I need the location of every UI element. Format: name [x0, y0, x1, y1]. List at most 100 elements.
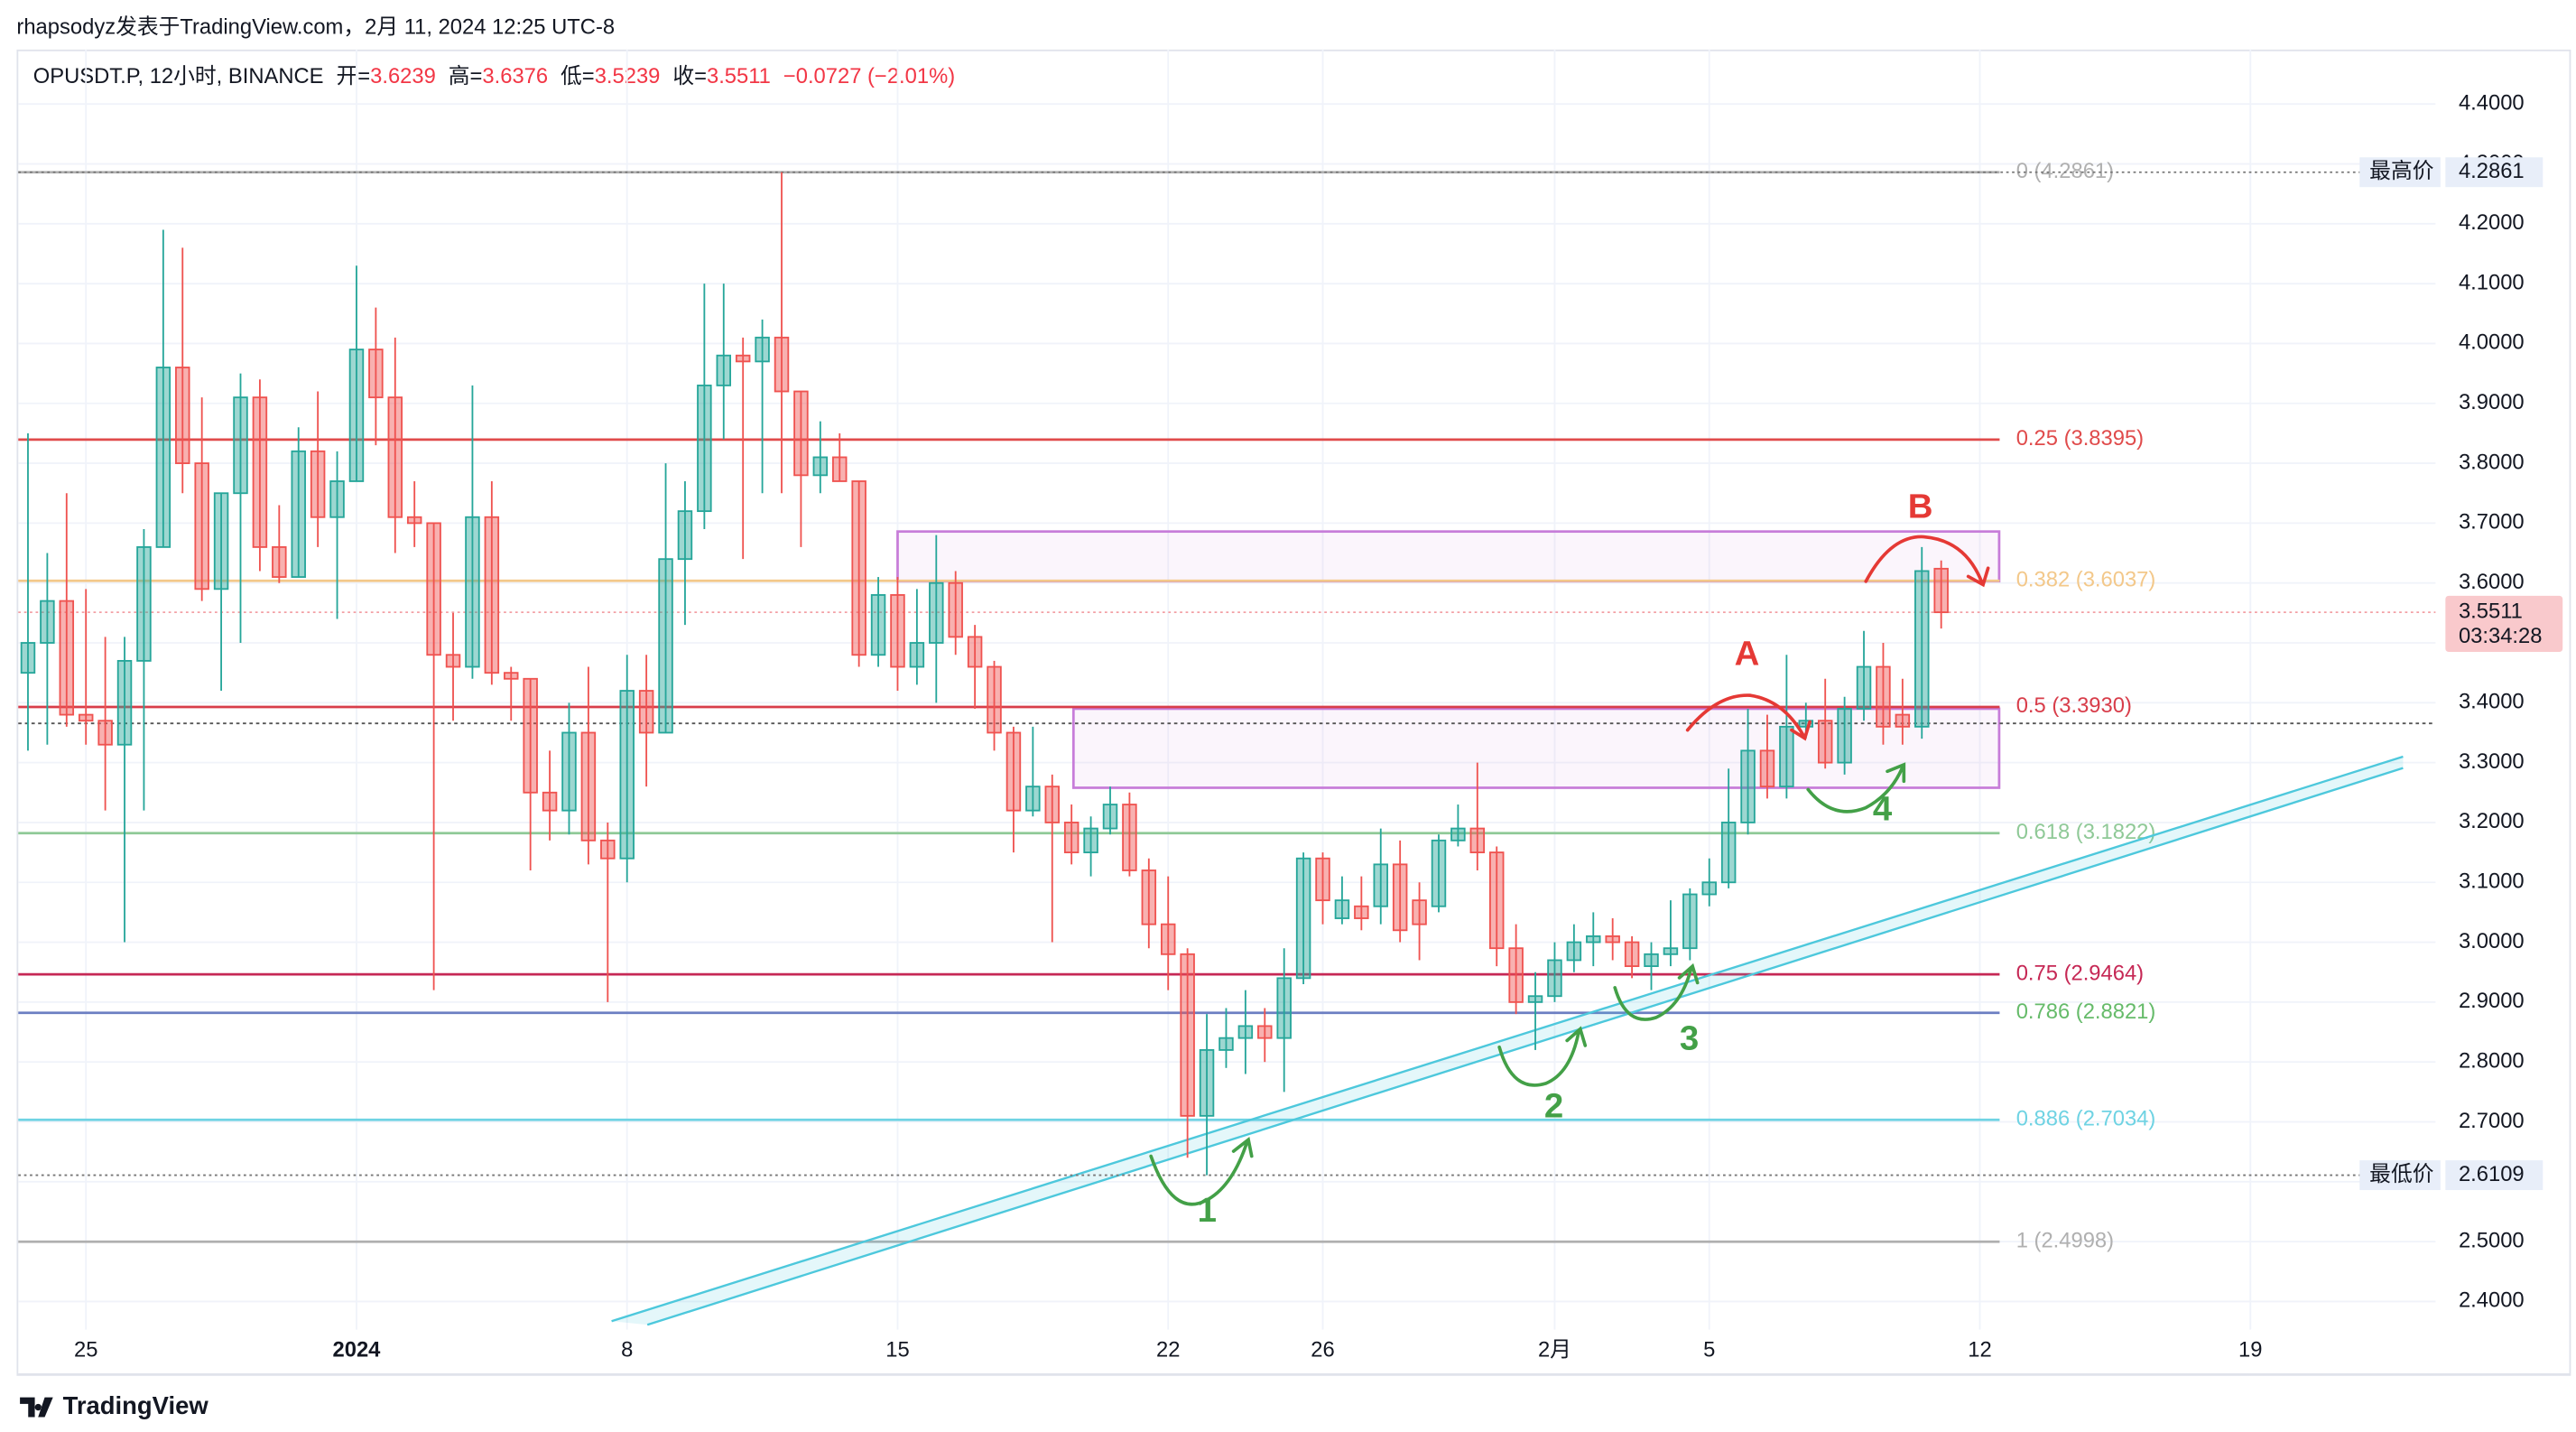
- annotation: B: [1908, 488, 1933, 526]
- candle-body: [1373, 863, 1388, 907]
- price-badge-value: 2.6109: [2459, 1162, 2525, 1186]
- candle-body: [1354, 905, 1369, 919]
- candle-body: [1180, 953, 1195, 1117]
- x-tick-label: 26: [1311, 1338, 1334, 1362]
- candle-body: [1586, 935, 1601, 944]
- candle-body: [812, 456, 829, 477]
- candle-body: [851, 480, 866, 656]
- candle-body: [600, 839, 616, 860]
- price-badge-value: 4.2861: [2459, 159, 2525, 183]
- y-tick-label: 2.7000: [2459, 1109, 2525, 1133]
- candle-body: [1933, 567, 1949, 614]
- candle-body: [1295, 857, 1311, 980]
- candle-body: [1663, 947, 1679, 955]
- candle-body: [1682, 893, 1698, 950]
- trend-line: [646, 767, 2404, 1326]
- candle-body: [542, 791, 558, 812]
- trend-line: [611, 755, 2404, 1323]
- candle-body: [97, 720, 113, 746]
- candle-body: [1392, 863, 1408, 932]
- candle-body: [1141, 869, 1157, 925]
- candle-body: [1276, 977, 1292, 1039]
- candle-body: [1083, 827, 1098, 854]
- drawings: [1149, 535, 1990, 1206]
- candle-body: [406, 516, 422, 525]
- candle-body: [252, 396, 268, 548]
- zone: [1071, 707, 2001, 789]
- fib-label: 0 (4.2861): [2016, 159, 2114, 183]
- x-tick-label: 2024: [333, 1338, 382, 1362]
- candle-body: [445, 654, 461, 668]
- ohlc-value: 3.6376: [482, 64, 548, 88]
- x-tick-label: 12: [1968, 1338, 1991, 1362]
- y-tick-label: 4.4000: [2459, 91, 2525, 116]
- candle-body: [716, 354, 732, 386]
- candle-body: [1895, 713, 1911, 728]
- ohlc-label: 开=: [336, 64, 370, 88]
- candle-body: [1624, 941, 1640, 967]
- x-tick-label: 19: [2238, 1338, 2262, 1362]
- y-tick-label: 3.8000: [2459, 450, 2525, 474]
- candle-body: [194, 462, 209, 590]
- annotation: 4: [1873, 789, 1893, 828]
- price-badge-bg: [2445, 1160, 2544, 1191]
- candle-body: [1759, 749, 1775, 788]
- candle-body: [1469, 827, 1486, 854]
- price-badge-bg: [2359, 157, 2441, 188]
- candle-body: [1720, 822, 1737, 884]
- x-tick-label: 2月: [1538, 1338, 1571, 1362]
- fib-label: 0.786 (2.8821): [2016, 1000, 2156, 1024]
- candle-body: [136, 545, 152, 662]
- candle-body: [310, 450, 326, 518]
- candle-body: [948, 581, 963, 638]
- fib-label: 0.618 (3.1822): [2016, 820, 2156, 844]
- candle-body: [1740, 749, 1756, 823]
- current-price-bg: [2445, 595, 2563, 653]
- candle-body: [1488, 851, 1505, 950]
- candle-body: [1527, 995, 1543, 1003]
- arrow-curve: [1685, 693, 1812, 741]
- annotation: 1: [1198, 1191, 1217, 1230]
- annotation: A: [1735, 634, 1760, 673]
- candle-body: [116, 659, 133, 746]
- fib-label: 0.886 (2.7034): [2016, 1107, 2156, 1131]
- legend-line: OPUSDT.P, 12小时, BINANCE 开=3.6239 高=3.637…: [33, 64, 955, 88]
- candle-body: [793, 390, 809, 477]
- candle-body: [1315, 857, 1330, 902]
- ohlc-label: 高=: [449, 64, 483, 88]
- zone: [896, 530, 2001, 583]
- candle-body: [78, 713, 94, 722]
- candle-body: [484, 516, 500, 674]
- ohlc-value: 3.5511: [707, 64, 771, 88]
- x-tick-label: 25: [74, 1338, 97, 1362]
- candle-body: [1025, 786, 1041, 812]
- annotation: 3: [1680, 1019, 1699, 1058]
- price-badge-label: 最低价: [2369, 1162, 2434, 1186]
- publisher: rhapsodyz发表于TradingView.com，2月 11, 2024 …: [16, 14, 615, 39]
- candle-body: [929, 581, 944, 644]
- candle-body: [561, 731, 577, 812]
- symbol: OPUSDT.P, 12小时, BINANCE: [33, 64, 324, 88]
- candle-body: [213, 492, 229, 590]
- ohlc-value: 3.6239: [370, 64, 436, 88]
- candle-body: [1412, 899, 1427, 925]
- candle-body: [580, 731, 597, 842]
- y-tick-label: 3.0000: [2459, 929, 2525, 953]
- candle-body: [233, 396, 248, 495]
- y-tick-label: 2.5000: [2459, 1228, 2525, 1252]
- candle-body: [638, 690, 654, 734]
- arrow-curve: [1149, 1136, 1254, 1206]
- candle-body: [1701, 881, 1717, 896]
- candle-body: [1856, 665, 1872, 710]
- candle-body: [1547, 959, 1562, 998]
- candle-body: [40, 600, 55, 644]
- candle-body: [1160, 923, 1176, 955]
- price-badge-label: 最高价: [2369, 159, 2434, 183]
- candle-body: [59, 600, 75, 716]
- fib-label: 1 (2.4998): [2016, 1229, 2114, 1253]
- candle-body: [697, 384, 712, 513]
- y-tick-label: 4.1000: [2459, 270, 2525, 294]
- candle-body: [20, 642, 36, 674]
